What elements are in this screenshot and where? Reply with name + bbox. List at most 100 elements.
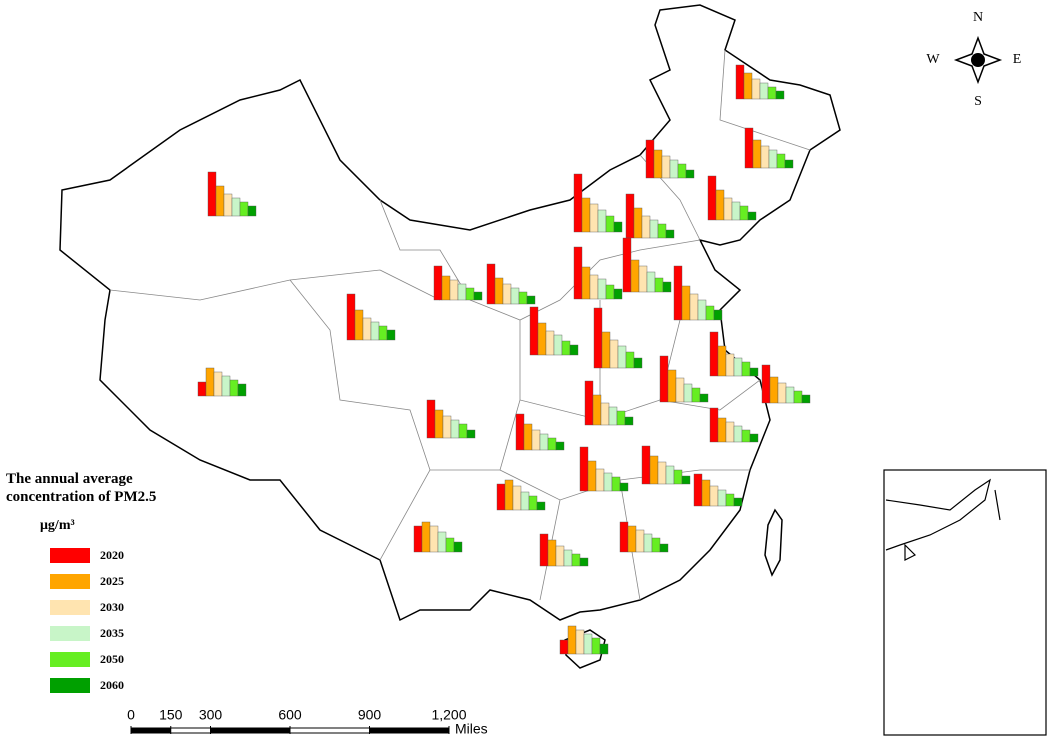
bar bbox=[386, 329, 396, 341]
bar bbox=[617, 345, 627, 369]
bar bbox=[591, 637, 601, 655]
compass: N S E W bbox=[926, 10, 1021, 109]
bar bbox=[733, 357, 743, 377]
bar bbox=[653, 149, 663, 179]
bar bbox=[731, 201, 741, 221]
bar bbox=[725, 421, 735, 443]
bar bbox=[529, 306, 539, 356]
bar bbox=[659, 543, 669, 553]
bar bbox=[458, 423, 468, 439]
inset-frame bbox=[883, 469, 1047, 736]
bar bbox=[785, 386, 795, 404]
bar bbox=[553, 334, 563, 356]
bar bbox=[627, 525, 637, 553]
bar bbox=[429, 525, 439, 553]
bar bbox=[705, 305, 715, 321]
bar bbox=[609, 339, 619, 369]
bar bbox=[581, 266, 591, 300]
bar bbox=[573, 173, 583, 233]
bar bbox=[221, 375, 231, 397]
bar bbox=[528, 495, 538, 511]
bar bbox=[735, 64, 745, 100]
bar bbox=[662, 281, 672, 293]
bar bbox=[437, 531, 447, 553]
bar bbox=[215, 185, 225, 217]
legend-swatch bbox=[50, 600, 90, 615]
bar bbox=[518, 291, 528, 305]
bar bbox=[571, 553, 581, 567]
bar bbox=[741, 361, 751, 377]
bar bbox=[709, 407, 719, 443]
bar bbox=[581, 197, 591, 233]
bar bbox=[573, 246, 583, 300]
bar bbox=[744, 127, 754, 169]
bar bbox=[531, 429, 541, 451]
bar bbox=[457, 283, 467, 301]
bar bbox=[645, 139, 655, 179]
bar bbox=[699, 393, 709, 403]
legend-title: The annual average concentration of PM2.… bbox=[6, 471, 157, 505]
bar bbox=[231, 197, 241, 217]
bar bbox=[709, 331, 719, 377]
bar bbox=[539, 533, 549, 567]
bar bbox=[605, 284, 615, 300]
compass-e: E bbox=[1013, 52, 1022, 67]
bar bbox=[624, 416, 634, 426]
bar bbox=[697, 299, 707, 321]
legend-swatch bbox=[50, 626, 90, 641]
bar bbox=[547, 437, 557, 451]
compass-s: S bbox=[974, 94, 982, 109]
bar bbox=[625, 351, 635, 369]
bar bbox=[605, 215, 615, 233]
bar bbox=[569, 344, 579, 356]
bar bbox=[608, 406, 618, 426]
compass-n: N bbox=[973, 10, 983, 25]
scale-tick-label: 1,200 bbox=[431, 707, 466, 723]
scale-tick-label: 300 bbox=[199, 707, 223, 723]
legend-label: 2025 bbox=[100, 574, 124, 588]
bar bbox=[421, 521, 431, 553]
bar bbox=[510, 287, 520, 305]
bar bbox=[681, 285, 691, 321]
bar bbox=[354, 309, 364, 341]
bar bbox=[223, 193, 233, 217]
bar bbox=[673, 265, 683, 321]
bar bbox=[579, 446, 589, 492]
legend-swatch bbox=[50, 678, 90, 693]
bar bbox=[523, 423, 533, 451]
bar bbox=[555, 441, 565, 451]
scale-segment bbox=[369, 727, 450, 734]
bar bbox=[597, 278, 607, 300]
legend-label: 2020 bbox=[100, 548, 124, 562]
bar bbox=[641, 215, 651, 239]
bar bbox=[752, 139, 762, 169]
bar bbox=[537, 322, 547, 356]
province-borders bbox=[109, 49, 811, 601]
bar bbox=[659, 355, 669, 403]
bar bbox=[649, 455, 659, 485]
bar bbox=[595, 468, 605, 492]
taiwan bbox=[764, 508, 783, 577]
bar bbox=[575, 629, 585, 655]
bar bbox=[776, 153, 786, 169]
inset-coast bbox=[885, 478, 1001, 561]
bar bbox=[741, 429, 751, 443]
bar bbox=[613, 221, 623, 233]
bar bbox=[760, 145, 770, 169]
bar bbox=[701, 479, 711, 507]
bar bbox=[768, 149, 778, 169]
scale-segment bbox=[170, 727, 211, 734]
bar bbox=[589, 274, 599, 300]
scale-segment bbox=[289, 727, 370, 734]
scale-tick-label: 150 bbox=[159, 707, 183, 723]
bar bbox=[583, 633, 593, 655]
bar bbox=[651, 537, 661, 553]
bar bbox=[587, 460, 597, 492]
bar bbox=[247, 205, 257, 217]
bar bbox=[749, 367, 759, 377]
bar bbox=[677, 163, 687, 179]
bar bbox=[442, 415, 452, 439]
bar bbox=[723, 197, 733, 221]
bar bbox=[657, 461, 667, 485]
bar bbox=[749, 433, 759, 443]
